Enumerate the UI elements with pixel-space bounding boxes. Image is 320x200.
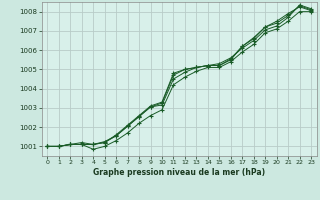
X-axis label: Graphe pression niveau de la mer (hPa): Graphe pression niveau de la mer (hPa) (93, 168, 265, 177)
